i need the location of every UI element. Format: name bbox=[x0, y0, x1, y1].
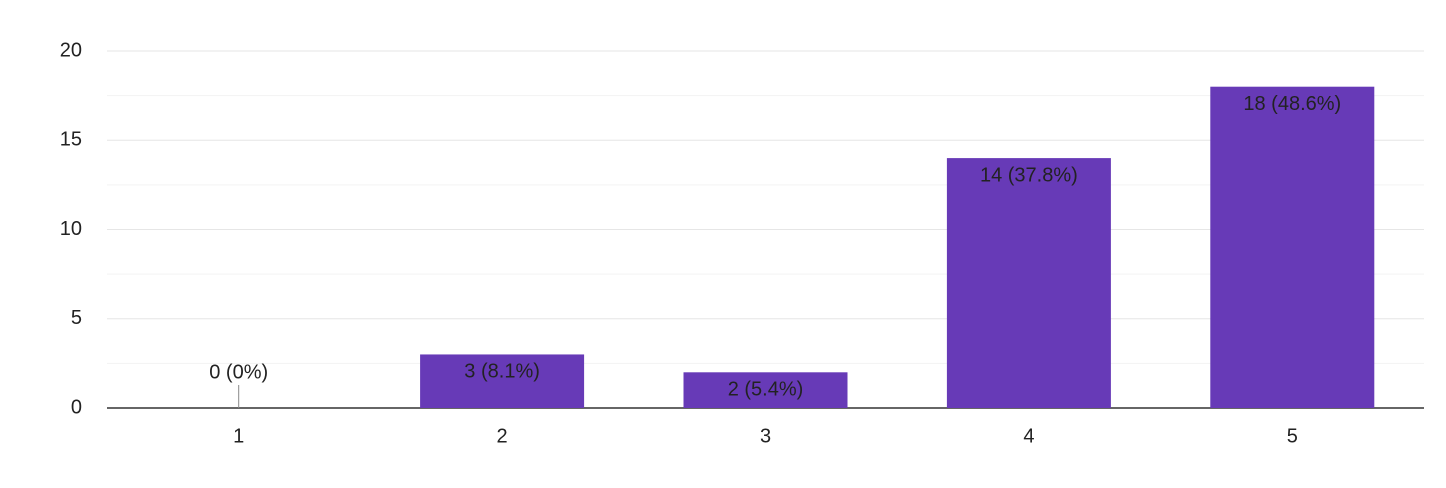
x-tick-label: 3 bbox=[760, 425, 771, 447]
value-label: 0 (0%) bbox=[209, 361, 268, 383]
bar bbox=[420, 354, 585, 408]
y-tick-label: 5 bbox=[71, 307, 82, 329]
y-tick-label: 10 bbox=[60, 218, 82, 240]
bar bbox=[1210, 86, 1375, 408]
value-label: 18 (48.6%) bbox=[1243, 93, 1341, 115]
bar bbox=[946, 158, 1111, 408]
value-label: 2 (5.4%) bbox=[728, 379, 804, 401]
x-tick-label: 4 bbox=[1023, 425, 1034, 447]
x-tick-label: 2 bbox=[497, 425, 508, 447]
x-tick-label: 5 bbox=[1287, 425, 1298, 447]
value-label: 3 (8.1%) bbox=[464, 361, 540, 383]
value-label: 14 (37.8%) bbox=[980, 164, 1078, 186]
y-tick-label: 15 bbox=[60, 129, 82, 151]
y-tick-label: 20 bbox=[60, 39, 82, 61]
x-tick-label: 1 bbox=[233, 425, 244, 447]
y-tick-label: 0 bbox=[71, 396, 82, 418]
bar bbox=[683, 372, 848, 408]
